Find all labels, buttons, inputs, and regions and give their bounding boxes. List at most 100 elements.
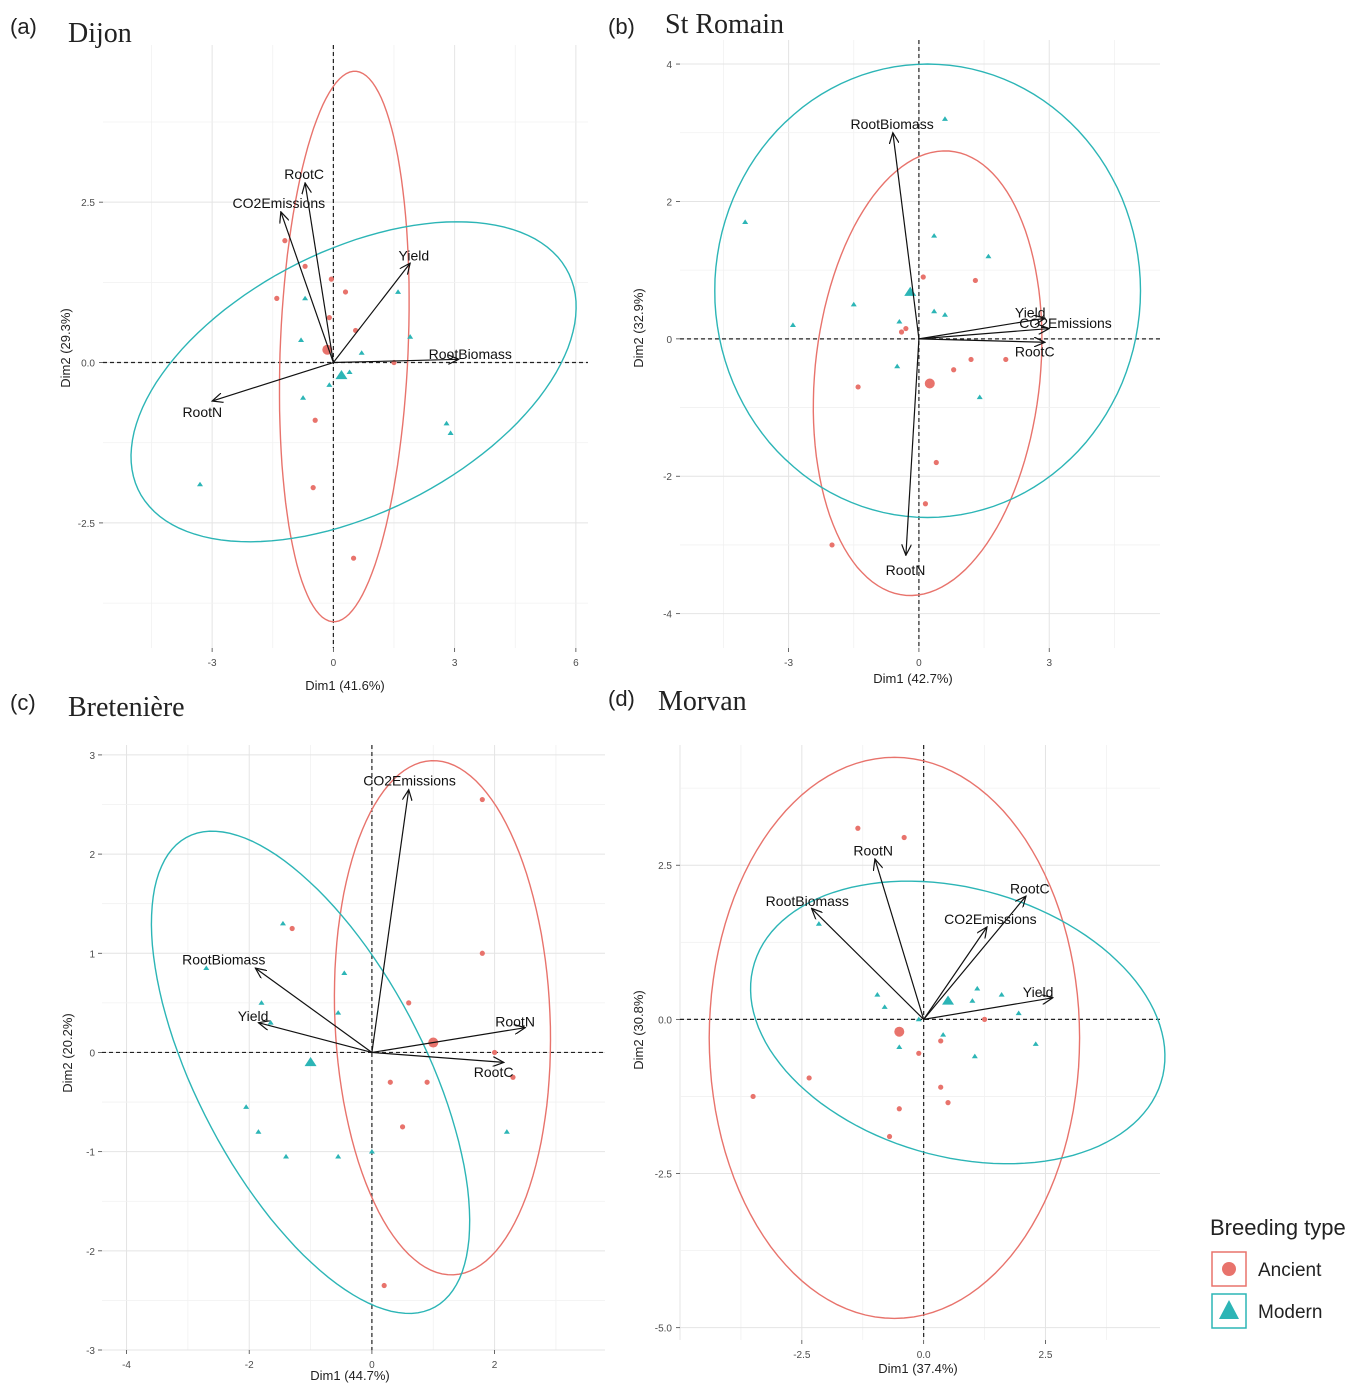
modern-point xyxy=(789,322,796,327)
variable-arrow xyxy=(305,183,334,363)
ancient-point xyxy=(406,1000,412,1006)
legend-triangle-symbol xyxy=(1219,1300,1239,1319)
y-tick-label: 2 xyxy=(666,197,672,208)
variable-label: RootC xyxy=(284,166,324,182)
y-tick-label: 2 xyxy=(89,850,95,861)
modern-point xyxy=(969,998,976,1003)
modern-ellipse xyxy=(130,221,577,543)
x-tick-label: -3 xyxy=(208,658,217,669)
modern-point xyxy=(976,394,983,400)
modern-point xyxy=(243,1104,250,1109)
y-tick-label: 0.0 xyxy=(658,1015,672,1026)
ancient-point xyxy=(951,367,957,373)
legend-key xyxy=(1211,1293,1247,1329)
panel-title: St Romain xyxy=(665,9,784,40)
ancient-point xyxy=(916,1050,922,1056)
modern-point xyxy=(358,350,365,355)
modern-point xyxy=(255,1129,262,1134)
ancient-point xyxy=(289,925,295,932)
ancient-ellipse xyxy=(812,150,1043,597)
modern-ellipse xyxy=(150,830,471,1315)
variable-arrow xyxy=(812,908,925,1020)
x-axis-label: Dim1 (41.6%) xyxy=(305,678,384,693)
x-tick-label: -2 xyxy=(245,1360,254,1371)
x-tick-label: 0 xyxy=(331,658,337,669)
variable-arrow xyxy=(332,263,410,363)
ancient-point xyxy=(901,834,907,841)
panel-4: (d) Morvan -2.5 0.0 2.5 -5.0 -2.5 0.0 2.5 Dim1 (3… xyxy=(608,686,1166,1376)
modern-point xyxy=(503,1129,510,1134)
ancient-point xyxy=(920,274,926,280)
modern-point xyxy=(941,116,948,121)
panel-letter: (c) xyxy=(10,690,36,715)
variable-arrow xyxy=(923,896,1026,1020)
modern-point xyxy=(326,382,333,387)
modern-centroid xyxy=(904,286,917,296)
y-tick-label: 1 xyxy=(89,949,95,960)
y-tick-label: 0 xyxy=(89,1048,95,1059)
modern-centroid xyxy=(942,995,955,1005)
ancient-point xyxy=(750,1093,756,1100)
x-tick-label: 0 xyxy=(369,1360,375,1371)
y-tick-label: -1 xyxy=(86,1148,95,1159)
legend-title: Breeding type xyxy=(1210,1215,1346,1240)
variable-arrow xyxy=(918,318,1045,340)
x-tick-label: 6 xyxy=(573,658,579,669)
variable-label: Yield xyxy=(399,247,430,263)
variable-label: RootBiomass xyxy=(429,346,512,362)
modern-point xyxy=(974,985,981,991)
x-tick-label: 0.0 xyxy=(917,1350,931,1361)
y-axis-label: Dim2 (20.2%) xyxy=(60,1013,75,1092)
modern-point xyxy=(300,395,307,400)
ancient-point xyxy=(424,1079,430,1085)
ancient-point xyxy=(282,238,288,244)
ancient-point xyxy=(886,1133,893,1140)
modern-point xyxy=(985,253,992,259)
x-axis-label: Dim1 (44.7%) xyxy=(310,1368,389,1383)
modern-point xyxy=(302,295,309,301)
ancient-centroid xyxy=(894,1026,905,1037)
variable-label: CO2Emissions xyxy=(363,773,456,789)
legend-label: Ancient xyxy=(1258,1260,1322,1281)
variable-label: RootN xyxy=(886,562,926,578)
x-tick-label: 3 xyxy=(452,658,458,669)
panel-1: (a) Dijon -3 0 3 6 -2.5 0.0 2.5 Dim1 (41.6%) Dim2 … xyxy=(10,14,588,693)
variable-arrow xyxy=(371,1028,525,1054)
modern-point xyxy=(896,318,903,324)
modern-point xyxy=(447,430,454,435)
x-tick-label: -3 xyxy=(784,658,793,669)
variable-label: Yield xyxy=(238,1008,269,1024)
x-tick-label: 2 xyxy=(492,1360,498,1371)
legend-circle-symbol xyxy=(1222,1262,1236,1276)
ancient-point xyxy=(302,263,308,269)
modern-centroid xyxy=(304,1056,317,1067)
ancient-point xyxy=(938,1038,944,1044)
ancient-ellipse xyxy=(333,759,552,1276)
ancient-point xyxy=(510,1074,516,1080)
y-tick-label: -2 xyxy=(86,1247,95,1258)
ancient-point xyxy=(855,825,861,831)
modern-point xyxy=(203,965,210,971)
variable-arrow xyxy=(906,338,920,555)
ancient-point xyxy=(981,1016,988,1022)
ancient-point xyxy=(399,1124,406,1130)
ancient-point xyxy=(855,384,861,390)
modern-ellipse xyxy=(749,880,1166,1165)
legend-label: Modern xyxy=(1258,1302,1322,1323)
variable-label: RootN xyxy=(182,404,222,420)
ancient-point xyxy=(310,485,316,491)
ancient-point xyxy=(350,555,357,561)
ancient-point xyxy=(491,1049,498,1056)
grid xyxy=(679,745,1160,1340)
x-axis-label: Dim1 (37.4%) xyxy=(878,1361,957,1376)
modern-point xyxy=(197,481,203,487)
modern-point xyxy=(915,1016,922,1022)
ancient-point xyxy=(274,295,280,301)
modern-point xyxy=(298,337,305,342)
ancient-point xyxy=(479,796,485,803)
ancient-point xyxy=(806,1075,812,1081)
modern-point xyxy=(998,992,1005,997)
x-tick-label: 2.5 xyxy=(1039,1350,1053,1361)
variable-arrow xyxy=(371,1051,504,1062)
